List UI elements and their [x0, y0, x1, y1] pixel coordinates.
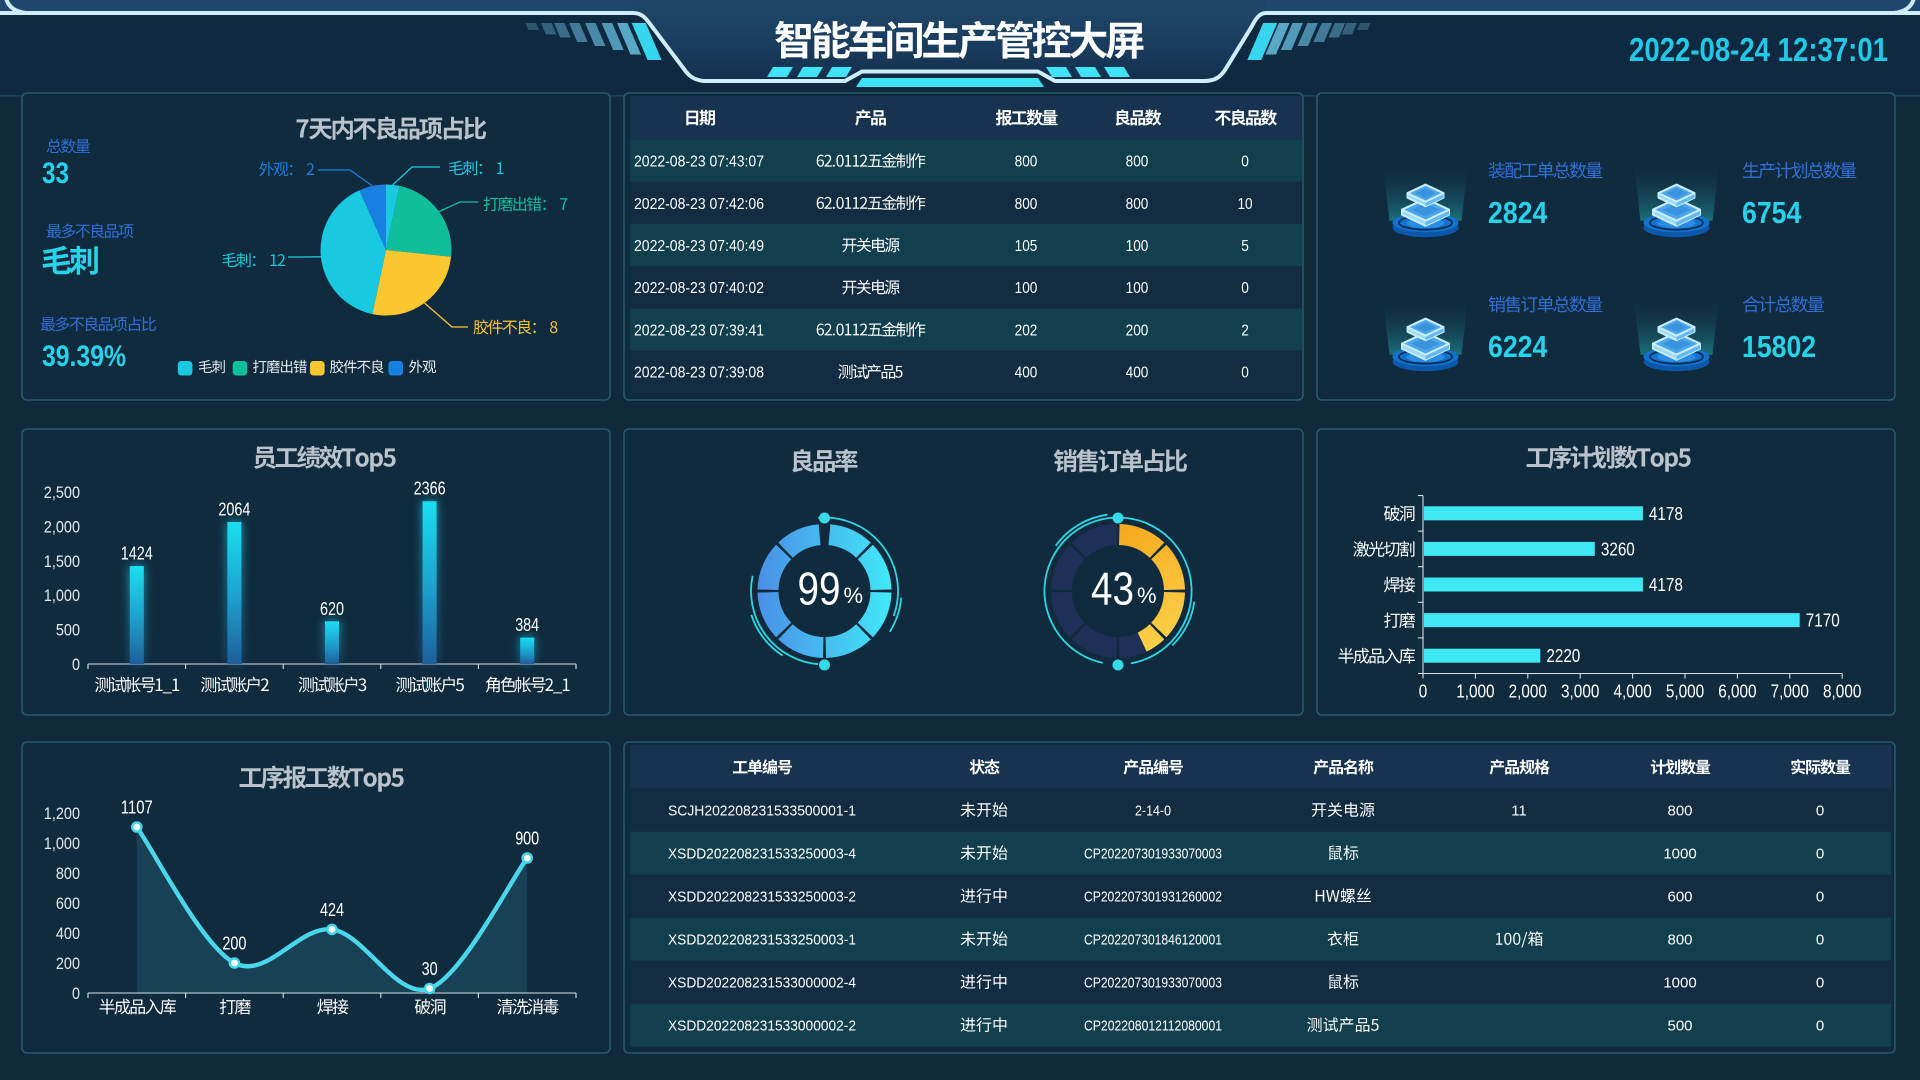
svg-text:1424: 1424: [121, 544, 153, 564]
svg-text:6,000: 6,000: [1718, 682, 1756, 702]
svg-text:CP202207301846120001: CP202207301846120001: [1084, 932, 1222, 949]
svg-text:0: 0: [1241, 154, 1249, 171]
svg-text:800: 800: [1667, 803, 1692, 820]
svg-text:2064: 2064: [218, 499, 250, 519]
svg-text:XSDD202208231533250003-4: XSDD202208231533250003-4: [668, 846, 856, 863]
svg-text:30: 30: [422, 959, 438, 979]
svg-text:XSDD202208231533250003-2: XSDD202208231533250003-2: [668, 889, 856, 906]
svg-text:4178: 4178: [1649, 504, 1683, 524]
svg-text:2: 2: [1241, 322, 1249, 339]
svg-text:400: 400: [1126, 365, 1149, 382]
svg-text:6224: 6224: [1488, 329, 1548, 364]
svg-text:33: 33: [42, 157, 69, 190]
svg-text:500: 500: [56, 621, 80, 640]
svg-text:1,000: 1,000: [44, 834, 80, 853]
svg-text:1,000: 1,000: [1456, 682, 1494, 702]
svg-text:3,000: 3,000: [1561, 682, 1599, 702]
svg-text:100: 100: [1126, 238, 1149, 255]
svg-text:2022-08-23 07:39:08: 2022-08-23 07:39:08: [634, 365, 764, 382]
svg-text:CP202207301931260002: CP202207301931260002: [1084, 889, 1222, 906]
svg-text:0: 0: [1816, 975, 1824, 992]
svg-text:620: 620: [320, 599, 344, 619]
svg-text:2022-08-23 07:40:49: 2022-08-23 07:40:49: [634, 238, 764, 255]
svg-text:0: 0: [1241, 280, 1249, 297]
svg-text:%: %: [844, 583, 864, 608]
svg-text:200: 200: [222, 934, 246, 954]
svg-text:800: 800: [1015, 154, 1038, 171]
svg-text:8,000: 8,000: [1823, 682, 1861, 702]
svg-text:5: 5: [1241, 238, 1249, 255]
svg-text:1,200: 1,200: [44, 804, 80, 823]
svg-text:CP202207301933070003: CP202207301933070003: [1084, 975, 1222, 992]
svg-text:7170: 7170: [1806, 611, 1840, 631]
svg-text:XSDD202208231533000002-4: XSDD202208231533000002-4: [668, 975, 856, 992]
svg-text:43: 43: [1091, 563, 1134, 615]
svg-text:500: 500: [1667, 1018, 1692, 1035]
svg-text:CP202207301933070003: CP202207301933070003: [1084, 846, 1222, 863]
svg-text:424: 424: [320, 900, 344, 920]
svg-text:1000: 1000: [1663, 846, 1696, 863]
svg-text:2220: 2220: [1546, 646, 1580, 666]
svg-text:2022-08-23 07:39:41: 2022-08-23 07:39:41: [634, 322, 764, 339]
svg-text:SCJH202208231533500001-1: SCJH202208231533500001-1: [668, 803, 856, 820]
svg-text:2-14-0: 2-14-0: [1135, 803, 1171, 820]
svg-text:600: 600: [56, 894, 80, 913]
svg-text:202: 202: [1015, 322, 1038, 339]
svg-text:99: 99: [798, 563, 841, 615]
svg-text:XSDD202208231533000002-2: XSDD202208231533000002-2: [668, 1018, 856, 1035]
svg-text:1000: 1000: [1663, 975, 1696, 992]
svg-text:2022-08-24 12:37:01: 2022-08-24 12:37:01: [1629, 31, 1888, 68]
svg-text:2366: 2366: [414, 479, 446, 499]
svg-text:200: 200: [1126, 322, 1149, 339]
svg-text:400: 400: [56, 924, 80, 943]
svg-text:CP202208012112080001: CP202208012112080001: [1084, 1018, 1222, 1035]
svg-text:10: 10: [1237, 196, 1252, 213]
svg-text:0: 0: [72, 984, 80, 1003]
svg-text:2,000: 2,000: [44, 517, 80, 536]
svg-text:0: 0: [1241, 365, 1249, 382]
svg-text:800: 800: [1126, 196, 1149, 213]
svg-text:900: 900: [515, 829, 539, 849]
svg-text:1107: 1107: [121, 797, 153, 817]
svg-text:15802: 15802: [1742, 329, 1816, 364]
svg-text:4178: 4178: [1649, 575, 1683, 595]
svg-text:2824: 2824: [1488, 195, 1548, 230]
svg-text:11: 11: [1511, 803, 1527, 820]
svg-text:0: 0: [1816, 846, 1824, 863]
svg-text:5,000: 5,000: [1666, 682, 1704, 702]
svg-text:%: %: [1137, 583, 1157, 608]
svg-text:XSDD202208231533250003-1: XSDD202208231533250003-1: [668, 932, 856, 949]
svg-text:2,500: 2,500: [44, 483, 80, 502]
svg-text:39.39%: 39.39%: [42, 340, 126, 373]
svg-text:800: 800: [56, 864, 80, 883]
svg-text:400: 400: [1015, 365, 1038, 382]
svg-text:0: 0: [1419, 682, 1428, 702]
svg-text:0: 0: [72, 655, 80, 674]
svg-text:0: 0: [1816, 932, 1824, 949]
svg-text:2,000: 2,000: [1509, 682, 1547, 702]
svg-text:4,000: 4,000: [1613, 682, 1651, 702]
svg-text:2022-08-23 07:43:07: 2022-08-23 07:43:07: [634, 154, 764, 171]
svg-text:200: 200: [56, 954, 80, 973]
svg-text:7,000: 7,000: [1771, 682, 1809, 702]
svg-text:105: 105: [1015, 238, 1038, 255]
svg-text:100: 100: [1015, 280, 1038, 297]
svg-text:2022-08-23 07:40:02: 2022-08-23 07:40:02: [634, 280, 764, 297]
svg-text:800: 800: [1126, 154, 1149, 171]
svg-text:800: 800: [1667, 932, 1692, 949]
svg-text:6754: 6754: [1742, 195, 1802, 230]
svg-text:0: 0: [1816, 1018, 1824, 1035]
svg-text:2022-08-23 07:42:06: 2022-08-23 07:42:06: [634, 196, 764, 213]
svg-text:1,000: 1,000: [44, 586, 80, 605]
svg-text:800: 800: [1015, 196, 1038, 213]
svg-text:600: 600: [1667, 889, 1692, 906]
svg-text:3260: 3260: [1601, 539, 1635, 559]
svg-text:100: 100: [1126, 280, 1149, 297]
svg-text:0: 0: [1816, 889, 1824, 906]
svg-text:1,500: 1,500: [44, 552, 80, 571]
svg-text:384: 384: [515, 615, 539, 635]
svg-text:0: 0: [1816, 803, 1824, 820]
